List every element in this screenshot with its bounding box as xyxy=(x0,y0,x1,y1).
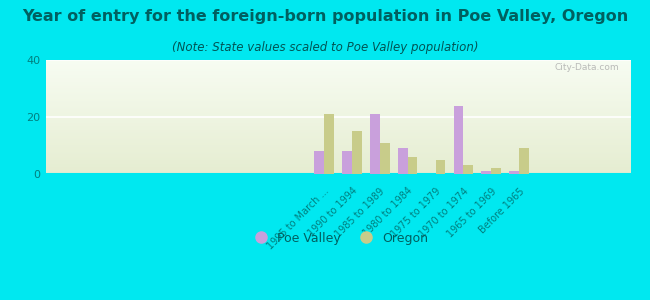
Bar xyxy=(519,148,529,174)
Bar xyxy=(342,151,352,174)
Bar xyxy=(454,106,463,174)
Bar xyxy=(380,143,389,174)
Bar xyxy=(491,168,501,174)
Bar xyxy=(436,160,445,174)
Legend: Poe Valley, Oregon: Poe Valley, Oregon xyxy=(243,227,433,250)
Bar xyxy=(482,171,491,174)
Bar xyxy=(352,131,361,174)
Text: City-Data.com: City-Data.com xyxy=(554,63,619,72)
Bar xyxy=(315,151,324,174)
Bar xyxy=(324,114,334,174)
Bar xyxy=(510,171,519,174)
Bar xyxy=(370,114,380,174)
Bar xyxy=(408,157,417,174)
Text: (Note: State values scaled to Poe Valley population): (Note: State values scaled to Poe Valley… xyxy=(172,40,478,53)
Bar xyxy=(463,165,473,174)
Text: Year of entry for the foreign-born population in Poe Valley, Oregon: Year of entry for the foreign-born popul… xyxy=(22,9,628,24)
Bar xyxy=(398,148,408,174)
